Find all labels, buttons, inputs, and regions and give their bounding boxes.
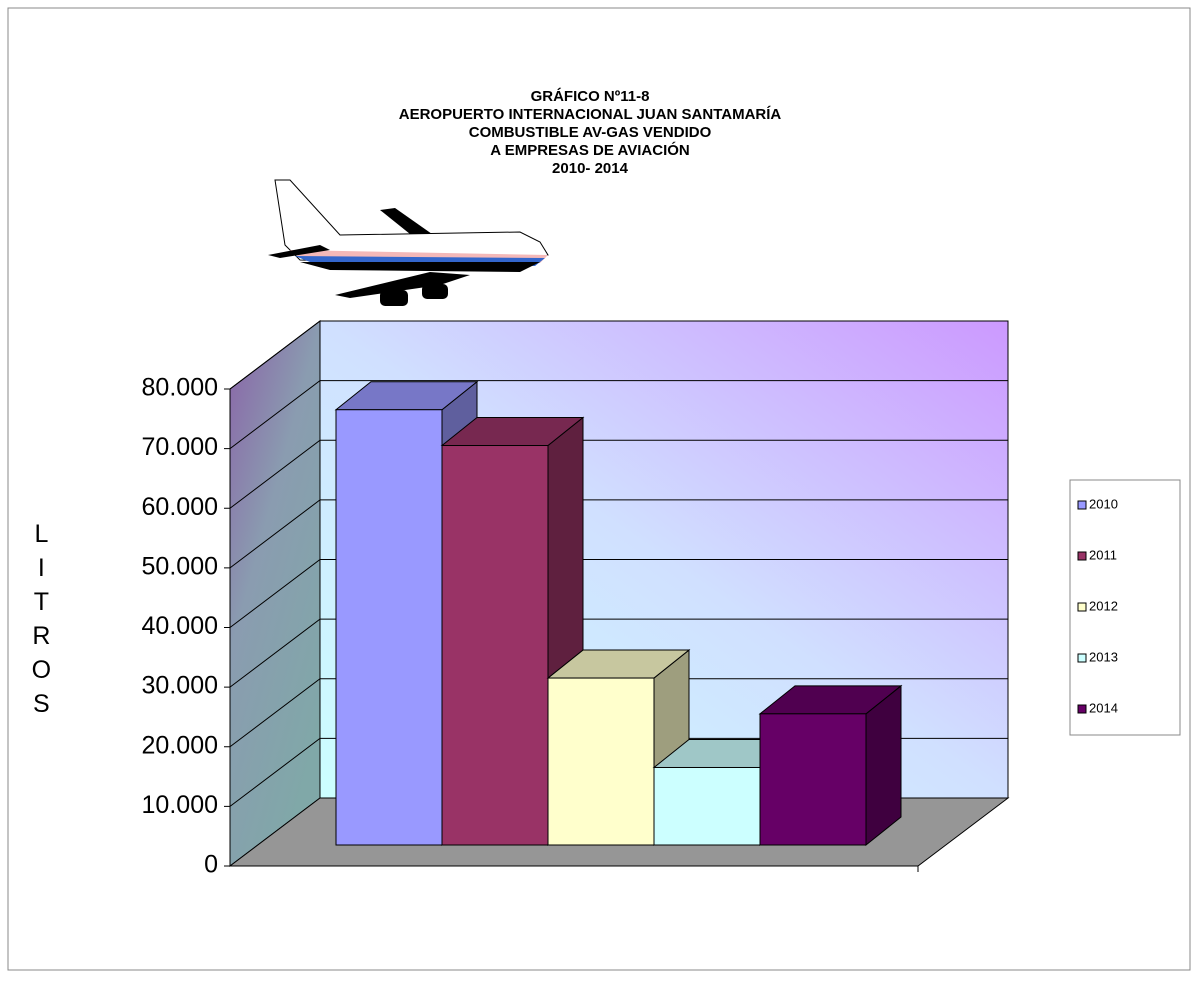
legend-swatch — [1077, 551, 1087, 561]
bar-front — [335, 409, 443, 846]
y-tick-label: 0 — [204, 851, 218, 879]
grid-line — [229, 499, 1008, 569]
grid-line — [229, 618, 1008, 688]
bar-front — [653, 766, 761, 846]
y-tick-label: 10.000 — [142, 791, 218, 819]
chart-title: GRÁFICO Nº11-8 — [531, 88, 650, 105]
y-tick-label: 80.000 — [142, 374, 218, 402]
bar — [758, 684, 903, 847]
y-tick-label: 50.000 — [142, 552, 218, 580]
chart-title: COMBUSTIBLE AV-GAS VENDIDO — [469, 124, 712, 141]
bar-front — [547, 677, 655, 846]
legend-label: 2014 — [1089, 700, 1118, 715]
grid-line — [229, 439, 1008, 509]
chart-title: A EMPRESAS DE AVIACIÓN — [490, 141, 689, 159]
bar-front — [441, 445, 549, 846]
y-tick-label: 40.000 — [142, 612, 218, 640]
legend-swatch — [1077, 500, 1087, 510]
y-tick-label: 60.000 — [142, 493, 218, 521]
grid-line — [229, 559, 1008, 628]
legend-swatch — [1077, 602, 1087, 612]
grid-line — [229, 320, 1008, 390]
airplane — [268, 179, 549, 306]
legend-label: 2012 — [1089, 598, 1118, 613]
legend-label: 2013 — [1089, 649, 1118, 664]
legend-label: 2011 — [1089, 547, 1117, 562]
chart-title: 2010- 2014 — [552, 160, 629, 177]
chart-title: AEROPUERTO INTERNACIONAL JUAN SANTAMARÍA — [399, 106, 782, 123]
legend-label: 2010 — [1089, 496, 1118, 511]
legend — [1069, 479, 1181, 736]
grid-line — [229, 678, 1008, 748]
y-tick-label: 70.000 — [142, 433, 218, 461]
legend-swatch — [1077, 653, 1087, 663]
legend-swatch — [1077, 704, 1087, 714]
y-tick-label: 20.000 — [142, 731, 218, 759]
y-axis-label: LITROS — [27, 520, 55, 724]
bar-front — [759, 713, 867, 846]
y-tick-label: 30.000 — [142, 672, 218, 700]
grid-line — [229, 380, 1008, 450]
